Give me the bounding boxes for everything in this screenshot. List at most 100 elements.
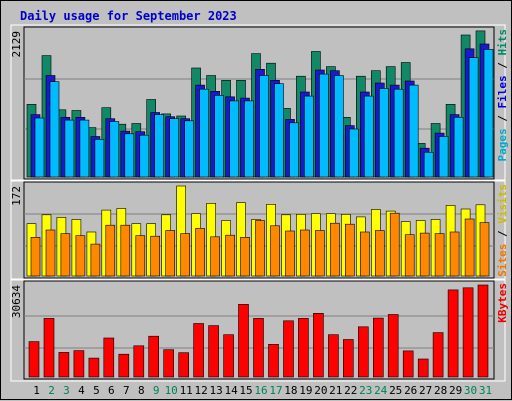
series-label-part: Visits	[496, 184, 509, 224]
bar-pages-day-19	[304, 95, 314, 178]
bar-pages-day-27	[423, 152, 434, 178]
bar-kbytes-day-24	[372, 317, 384, 378]
series-label-part: KBytes	[496, 283, 509, 323]
bar-sites-day-26	[404, 234, 415, 277]
bar-sites-day-17	[270, 225, 280, 277]
bar-pages-day-2	[49, 81, 60, 178]
ymax-label: 172	[10, 186, 23, 206]
bar-kbytes-day-18	[283, 320, 294, 378]
series-label-hits: Pages / Files / Hits	[496, 29, 509, 162]
x-tick-label-day-15: 15	[239, 384, 252, 397]
series-label-part: /	[496, 56, 509, 76]
bar-pages-day-5	[94, 139, 105, 178]
x-tick-label-day-17: 17	[269, 384, 282, 397]
x-tick-label-day-6: 6	[108, 384, 115, 397]
ymax-label: 2129	[10, 31, 23, 58]
bar-pages-day-26	[408, 84, 419, 178]
bar-kbytes-day-6	[103, 337, 115, 378]
bar-sites-day-25	[389, 212, 400, 277]
bar-kbytes-day-31	[477, 284, 489, 378]
bar-sites-day-29	[449, 231, 460, 277]
bar-pages-day-29	[453, 117, 464, 178]
x-tick-label-day-5: 5	[93, 384, 100, 397]
ymax-label: 30634	[10, 285, 23, 318]
bar-sites-day-19	[300, 229, 310, 277]
series-label-kbytes: KBytes	[496, 283, 509, 323]
x-tick-label-day-29: 29	[449, 384, 462, 397]
bar-pages-day-31	[483, 49, 494, 178]
bar-sites-day-11	[180, 233, 190, 277]
series-label-part: Hits	[496, 29, 509, 56]
bar-pages-day-3	[64, 119, 75, 178]
bar-kbytes-day-4	[73, 350, 85, 378]
series-label-part: /	[496, 109, 509, 129]
bar-kbytes-day-3	[58, 352, 70, 378]
bar-sites-day-18	[285, 230, 295, 277]
x-tick-label-day-22: 22	[344, 384, 357, 397]
bar-sites-day-10	[165, 230, 175, 277]
bar-pages-day-24	[378, 88, 389, 178]
bar-pages-day-11	[184, 120, 194, 178]
x-tick-label-day-24: 24	[374, 384, 388, 397]
series-label-part: Pages	[496, 128, 509, 161]
bar-pages-day-20	[319, 73, 329, 178]
bar-kbytes-day-16	[253, 318, 264, 378]
panel-bevel	[10, 24, 506, 182]
series-label-visits: Sites / Visits	[496, 184, 509, 277]
bar-kbytes-day-10	[163, 349, 174, 378]
x-tick-label-day-16: 16	[254, 384, 267, 397]
bar-kbytes-day-7	[118, 353, 130, 378]
bar-sites-day-15	[240, 237, 250, 277]
x-tick-label-day-19: 19	[299, 384, 312, 397]
bar-pages-day-8	[139, 134, 150, 178]
bar-sites-day-23	[359, 231, 370, 277]
bar-pages-day-28	[438, 136, 449, 178]
bar-kbytes-day-27	[417, 358, 429, 378]
x-tick-label-day-3: 3	[63, 384, 70, 397]
bar-kbytes-day-13	[208, 325, 219, 378]
series-label-part: /	[496, 224, 509, 244]
bar-sites-day-9	[150, 235, 160, 277]
bar-pages-day-15	[244, 100, 254, 178]
x-tick-label-day-9: 9	[153, 384, 160, 397]
x-tick-label-day-20: 20	[314, 384, 327, 397]
bar-kbytes-day-25	[387, 314, 399, 378]
bar-kbytes-day-1	[28, 341, 40, 378]
x-tick-label-day-12: 12	[194, 384, 207, 397]
x-tick-label-day-25: 25	[389, 384, 402, 397]
bar-kbytes-day-20	[313, 312, 324, 378]
x-tick-label-day-13: 13	[209, 384, 222, 397]
bar-sites-day-3	[60, 233, 71, 277]
bar-sites-day-1	[30, 237, 41, 277]
bar-sites-day-5	[90, 243, 101, 277]
x-tick-label-day-10: 10	[165, 384, 178, 397]
x-tick-label-day-1: 1	[33, 384, 40, 397]
bar-pages-day-7	[124, 133, 135, 178]
bar-sites-day-21	[330, 222, 340, 277]
x-tick-label-day-26: 26	[404, 384, 417, 397]
bar-sites-day-6	[105, 224, 116, 277]
bar-pages-day-14	[229, 100, 239, 178]
bar-pages-day-1	[34, 117, 45, 178]
bar-kbytes-day-12	[193, 323, 204, 378]
x-tick-label-day-8: 8	[138, 384, 145, 397]
x-tick-label-day-7: 7	[123, 384, 130, 397]
bar-pages-day-6	[109, 121, 120, 178]
bar-pages-day-12	[199, 88, 209, 178]
bar-pages-day-13	[214, 95, 224, 178]
bar-kbytes-day-21	[328, 334, 339, 378]
bar-sites-day-8	[135, 235, 146, 277]
bar-pages-day-21	[334, 75, 344, 178]
panel-bevel	[10, 278, 506, 382]
bar-sites-day-13	[210, 236, 220, 277]
bar-pages-day-16	[259, 75, 269, 178]
x-tick-label-day-18: 18	[284, 384, 297, 397]
bar-sites-day-4	[75, 235, 86, 277]
bar-sites-day-14	[225, 234, 235, 277]
bar-kbytes-day-30	[462, 287, 474, 378]
bar-pages-day-30	[468, 57, 479, 178]
bar-sites-day-28	[434, 233, 445, 277]
bar-sites-day-22	[344, 223, 355, 277]
bar-kbytes-day-28	[432, 332, 444, 378]
